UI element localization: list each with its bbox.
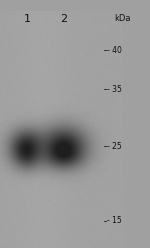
Text: kDa: kDa	[114, 14, 131, 23]
Text: - 25: - 25	[107, 142, 122, 151]
Text: - 40: - 40	[107, 46, 122, 55]
Text: - 15: - 15	[107, 216, 122, 225]
Text: 2: 2	[60, 14, 68, 25]
Text: - 35: - 35	[107, 85, 122, 94]
Text: 1: 1	[24, 14, 31, 25]
